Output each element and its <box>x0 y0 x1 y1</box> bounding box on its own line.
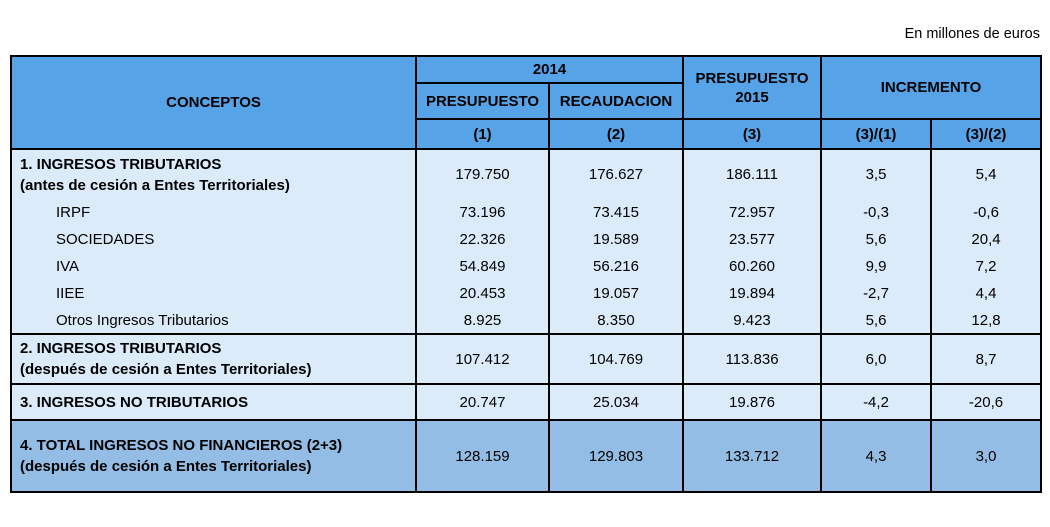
units-note: En millones de euros <box>904 26 1040 42</box>
value-cell: 73.415 <box>548 199 684 226</box>
value-cell: 22.326 <box>415 226 550 253</box>
value-cell: 3,5 <box>820 149 932 199</box>
table-row-ingresos-tributarios-antes: 1. INGRESOS TRIBUTARIOS (antes de cesión… <box>10 149 1042 199</box>
concept-cell: 2. INGRESOS TRIBUTARIOS (después de cesi… <box>10 333 417 384</box>
value-cell: 104.769 <box>548 333 684 384</box>
value-cell: -4,2 <box>820 383 932 420</box>
header-presupuesto-2015-line2: 2015 <box>735 88 769 106</box>
value-cell: 20.453 <box>415 280 550 307</box>
value-cell: 12,8 <box>930 307 1042 334</box>
concept-line1: 1. INGRESOS TRIBUTARIOS <box>20 155 222 173</box>
concept-line1: 2. INGRESOS TRIBUTARIOS <box>20 340 222 357</box>
value-cell: 73.196 <box>415 199 550 226</box>
value-cell: 128.159 <box>415 419 550 492</box>
header-incremento: INCREMENTO <box>820 55 1042 120</box>
value-cell: 23.577 <box>682 226 822 253</box>
header-ratio-3-2: (3)/(2) <box>930 118 1042 150</box>
concept-cell: IRPF <box>10 199 417 226</box>
concept-cell: 3. INGRESOS NO TRIBUTARIOS <box>10 383 417 420</box>
header-ratio-3-1: (3)/(1) <box>820 118 932 150</box>
value-cell: 19.894 <box>682 280 822 307</box>
value-cell: 19.589 <box>548 226 684 253</box>
concept-cell: 4. TOTAL INGRESOS NO FINANCIEROS (2+3) (… <box>10 419 417 492</box>
value-cell: 5,4 <box>930 149 1042 199</box>
value-cell: 176.627 <box>548 149 684 199</box>
value-cell: 186.111 <box>682 149 822 199</box>
concept-cell: IIEE <box>10 280 417 307</box>
value-cell: 5,6 <box>820 307 932 334</box>
value-cell: 20.747 <box>415 383 550 420</box>
concept-cell: Otros Ingresos Tributarios <box>10 307 417 334</box>
value-cell: 19.057 <box>548 280 684 307</box>
header-col-3: (3) <box>682 118 822 150</box>
value-cell: 8.350 <box>548 307 684 334</box>
value-cell: 5,6 <box>820 226 932 253</box>
table-row-iiee: IIEE 20.453 19.057 19.894 -2,7 4,4 <box>10 280 1042 307</box>
header-presupuesto-2015-line1: PRESUPUESTO <box>695 69 809 87</box>
value-cell: 4,4 <box>930 280 1042 307</box>
value-cell: 133.712 <box>682 419 822 492</box>
value-cell: 56.216 <box>548 253 684 280</box>
value-cell: 113.836 <box>682 333 822 384</box>
value-cell: 72.957 <box>682 199 822 226</box>
header-col-1: (1) <box>415 118 550 150</box>
value-cell: 129.803 <box>548 419 684 492</box>
table-body: 1. INGRESOS TRIBUTARIOS (antes de cesión… <box>10 149 1042 492</box>
concept-line2: (después de cesión a Entes Territoriales… <box>20 458 312 475</box>
value-cell: 8.925 <box>415 307 550 334</box>
concept-line1: 4. TOTAL INGRESOS NO FINANCIEROS (2+3) <box>20 437 343 454</box>
table-header: CONCEPTOS 2014 PRESUPUESTO 2015 INCREMEN… <box>10 55 1042 150</box>
table-row-otros-ingresos: Otros Ingresos Tributarios 8.925 8.350 9… <box>10 307 1042 334</box>
table-row-ingresos-tributarios-despues: 2. INGRESOS TRIBUTARIOS (después de cesi… <box>10 333 1042 384</box>
value-cell: 19.876 <box>682 383 822 420</box>
concept-line2: (después de cesión a Entes Territoriales… <box>20 361 312 378</box>
concept-cell: 1. INGRESOS TRIBUTARIOS (antes de cesión… <box>10 149 417 199</box>
header-recaudacion-2014: RECAUDACION <box>548 82 684 120</box>
header-presupuesto-2014: PRESUPUESTO <box>415 82 550 120</box>
table-row-iva: IVA 54.849 56.216 60.260 9,9 7,2 <box>10 253 1042 280</box>
value-cell: 9,9 <box>820 253 932 280</box>
value-cell: 7,2 <box>930 253 1042 280</box>
table-row-total-ingresos-no-financieros: 4. TOTAL INGRESOS NO FINANCIEROS (2+3) (… <box>10 419 1042 492</box>
value-cell: 60.260 <box>682 253 822 280</box>
value-cell: 8,7 <box>930 333 1042 384</box>
value-cell: 54.849 <box>415 253 550 280</box>
value-cell: -2,7 <box>820 280 932 307</box>
concept-line2: (antes de cesión a Entes Territoriales) <box>20 176 290 194</box>
concept-cell: SOCIEDADES <box>10 226 417 253</box>
value-cell: 9.423 <box>682 307 822 334</box>
value-cell: 25.034 <box>548 383 684 420</box>
budget-table: CONCEPTOS 2014 PRESUPUESTO 2015 INCREMEN… <box>10 55 1042 493</box>
value-cell: 3,0 <box>930 419 1042 492</box>
value-cell: 107.412 <box>415 333 550 384</box>
value-cell: -20,6 <box>930 383 1042 420</box>
value-cell: 4,3 <box>820 419 932 492</box>
header-col-2: (2) <box>548 118 684 150</box>
value-cell: 179.750 <box>415 149 550 199</box>
header-year-2014: 2014 <box>415 55 684 84</box>
table-row-irpf: IRPF 73.196 73.415 72.957 -0,3 -0,6 <box>10 199 1042 226</box>
value-cell: 6,0 <box>820 333 932 384</box>
concept-cell: IVA <box>10 253 417 280</box>
header-presupuesto-2015: PRESUPUESTO 2015 <box>682 55 822 120</box>
value-cell: -0,6 <box>930 199 1042 226</box>
table-row-ingresos-no-tributarios: 3. INGRESOS NO TRIBUTARIOS 20.747 25.034… <box>10 383 1042 420</box>
table-row-sociedades: SOCIEDADES 22.326 19.589 23.577 5,6 20,4 <box>10 226 1042 253</box>
header-conceptos: CONCEPTOS <box>10 55 417 150</box>
value-cell: 20,4 <box>930 226 1042 253</box>
value-cell: -0,3 <box>820 199 932 226</box>
